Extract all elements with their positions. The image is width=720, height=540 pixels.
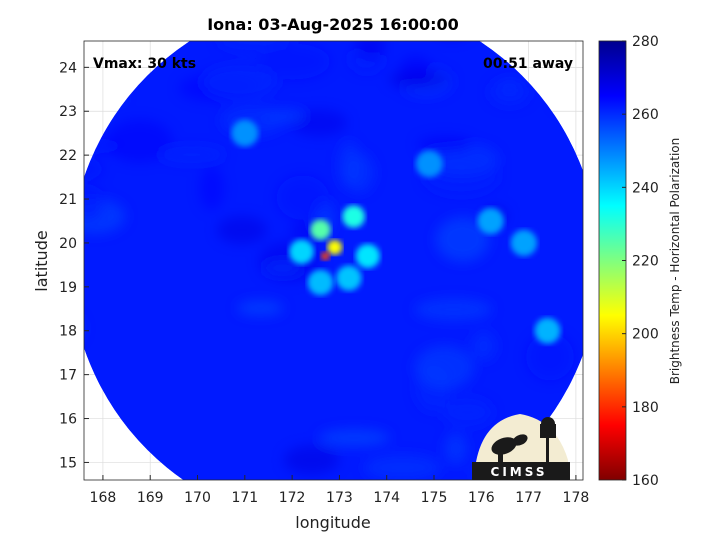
colorbar-tick-label-1: 180 bbox=[632, 400, 659, 416]
swath-feature-1 bbox=[415, 150, 443, 178]
texture-blob-14 bbox=[106, 119, 173, 163]
y-axis-ticks: 15 16 17 18 19 20 21 22 23 24 bbox=[59, 60, 89, 471]
texture-blob-12 bbox=[217, 216, 267, 244]
texture-blob-50 bbox=[364, 454, 441, 480]
texture-blob-21 bbox=[414, 345, 475, 390]
swath-feature-12 bbox=[320, 251, 330, 261]
y-tick-label-1: 16 bbox=[59, 412, 77, 428]
texture-blob-2 bbox=[471, 331, 496, 362]
swath-feature-9 bbox=[342, 205, 365, 228]
texture-blob-48 bbox=[444, 433, 467, 465]
swath-feature-0 bbox=[231, 119, 259, 147]
y-tick-label-8: 23 bbox=[59, 104, 77, 120]
vmax-annotation: Vmax: 30 kts bbox=[93, 56, 196, 72]
time-away-annotation: 00:51 away bbox=[483, 56, 573, 72]
y-tick-label-9: 24 bbox=[59, 60, 77, 76]
y-tick-label-7: 22 bbox=[59, 148, 77, 164]
texture-blob-40 bbox=[338, 141, 361, 188]
y-tick-label-5: 20 bbox=[59, 236, 77, 252]
texture-blob-33 bbox=[526, 333, 574, 381]
chart-title: Iona: 03-Aug-2025 16:00:00 bbox=[207, 15, 459, 34]
cimss-logo: CIMSS bbox=[472, 414, 570, 480]
y-tick-label-0: 15 bbox=[59, 455, 77, 471]
texture-blob-39 bbox=[388, 70, 450, 89]
x-tick-label-0: 168 bbox=[90, 490, 117, 506]
x-tick-label-3: 171 bbox=[231, 490, 258, 506]
x-axis-label: longitude bbox=[295, 513, 370, 532]
colorbar-tick-label-6: 280 bbox=[632, 34, 659, 50]
texture-blob-43 bbox=[489, 78, 530, 106]
y-axis-label: latitude bbox=[32, 230, 51, 291]
colorbar-ticks: 160 180 200 220 240 260 280 bbox=[622, 34, 659, 489]
x-axis-ticks: 168 169 170 171 172 173 174 175 176 177 178 bbox=[90, 475, 590, 506]
texture-blob-46 bbox=[436, 217, 490, 262]
swath-feature-4 bbox=[534, 317, 561, 344]
texture-blob-18 bbox=[237, 300, 284, 316]
y-tick-label-2: 17 bbox=[59, 368, 77, 384]
swath-feature-8 bbox=[355, 243, 380, 269]
x-tick-label-4: 172 bbox=[279, 490, 306, 506]
texture-blob-23 bbox=[319, 429, 390, 447]
y-tick-label-3: 18 bbox=[59, 324, 77, 340]
colorbar-label: Brightness Temp - Horizontal Polarizatio… bbox=[668, 138, 682, 385]
swath-feature-3 bbox=[510, 229, 538, 257]
x-tick-label-2: 170 bbox=[184, 490, 211, 506]
colorbar-tick-label-0: 160 bbox=[632, 473, 659, 489]
y-tick-label-6: 21 bbox=[59, 192, 77, 208]
texture-blob-19 bbox=[283, 445, 340, 475]
colorbar-tick-label-4: 240 bbox=[632, 180, 659, 196]
x-tick-label-10: 178 bbox=[563, 490, 590, 506]
texture-blob-25 bbox=[158, 146, 226, 164]
texture-blob-53 bbox=[202, 65, 278, 100]
swath-feature-7 bbox=[289, 239, 314, 265]
texture-blob-45 bbox=[262, 261, 303, 275]
x-tick-label-1: 169 bbox=[137, 490, 164, 506]
swath-feature-11 bbox=[327, 239, 343, 255]
swath-background bbox=[84, 41, 583, 480]
texture-blob-41 bbox=[84, 186, 104, 222]
cimss-logo-text: CIMSS bbox=[491, 465, 548, 479]
texture-blob-44 bbox=[356, 41, 386, 58]
x-tick-label-7: 175 bbox=[421, 490, 448, 506]
x-tick-label-6: 174 bbox=[373, 490, 400, 506]
brightness-swath bbox=[84, 41, 583, 480]
swath-feature-6 bbox=[336, 265, 362, 291]
texture-blob-31 bbox=[276, 175, 329, 220]
x-tick-label-9: 177 bbox=[515, 490, 542, 506]
texture-blob-52 bbox=[414, 298, 493, 321]
colorbar bbox=[598, 40, 627, 481]
x-tick-label-5: 173 bbox=[326, 490, 353, 506]
y-tick-label-4: 19 bbox=[59, 280, 77, 296]
swath-feature-5 bbox=[307, 269, 334, 296]
colorbar-tick-label-3: 220 bbox=[632, 254, 659, 270]
texture-blob-54 bbox=[417, 135, 473, 153]
texture-blob-16 bbox=[84, 159, 104, 180]
colorbar-tick-label-2: 200 bbox=[632, 327, 659, 343]
texture-blob-8 bbox=[217, 41, 294, 51]
texture-blob-29 bbox=[199, 166, 225, 211]
colorbar-tick-label-5: 260 bbox=[632, 107, 659, 123]
x-tick-label-8: 176 bbox=[468, 490, 495, 506]
swath-feature-10 bbox=[310, 219, 331, 241]
plot-frame bbox=[83, 40, 584, 481]
texture-blob-32 bbox=[256, 43, 331, 80]
texture-blob-37 bbox=[442, 398, 493, 427]
swath-feature-2 bbox=[477, 207, 505, 235]
